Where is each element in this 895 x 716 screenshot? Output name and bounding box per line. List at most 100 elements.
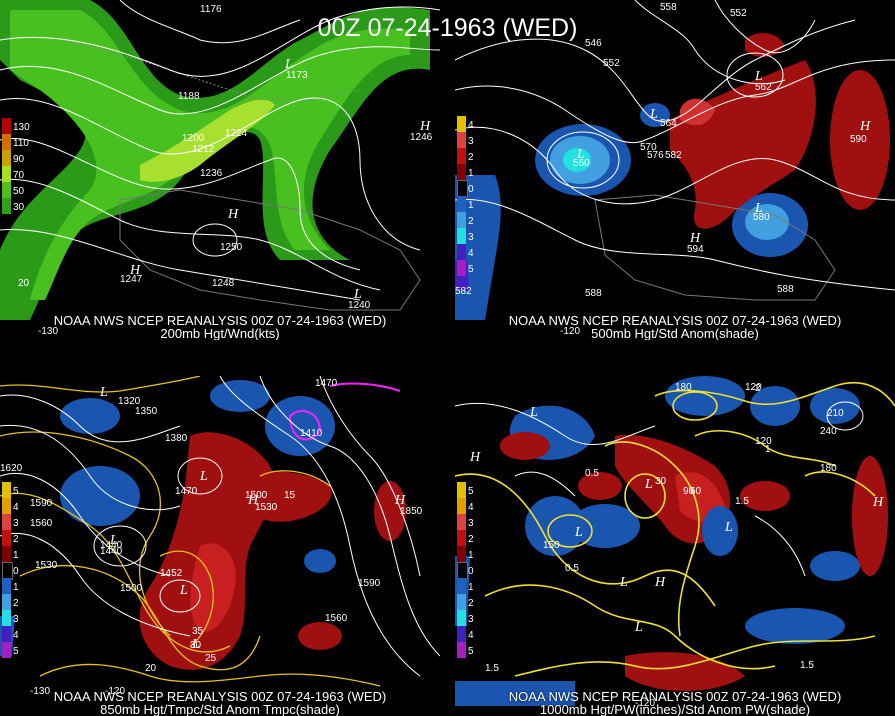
caption-title: NOAA NWS NCEP REANALYSIS 00Z 07-24-1963 … — [508, 313, 842, 328]
svg-text:H: H — [859, 119, 871, 134]
contour-label: 90 — [683, 486, 695, 497]
scale-swatch — [457, 594, 466, 610]
scale-entry: 3 — [457, 228, 493, 244]
contour-label: 1350 — [135, 406, 158, 417]
contour-label: 180 — [675, 382, 692, 393]
scale-swatch — [457, 498, 466, 514]
scale-swatch — [2, 498, 11, 514]
contour-label: 180 — [820, 463, 837, 474]
scale-entry: 30 — [2, 198, 38, 214]
contour-label: 2 — [755, 383, 761, 394]
scale-label: 3 — [468, 614, 474, 625]
contour-label: 1240 — [348, 300, 371, 311]
contour-label: 1173 — [286, 70, 308, 81]
scale-label: 0 — [13, 566, 19, 577]
scale-swatch — [457, 482, 466, 498]
contour-label: 0.5 — [585, 468, 599, 479]
contour-label: 1188 — [178, 91, 200, 102]
scale-entry: 1 — [457, 546, 493, 562]
color-scale: 5 4 3 2 1 0 1 2 3 4 5 — [457, 482, 493, 658]
svg-text:L: L — [576, 147, 585, 162]
contour-label: 590 — [850, 134, 867, 145]
contour-label: 1212 — [192, 144, 215, 155]
scale-label: 1 — [468, 582, 474, 593]
contour-label: 1560 — [325, 613, 348, 624]
panel-500mb: 558 552 546 552 564 570 576 582 588 588 … — [455, 0, 895, 340]
scale-label: 2 — [13, 598, 19, 609]
scale-entry: 2 — [457, 530, 493, 546]
scale-swatch — [2, 594, 11, 610]
panel-200mb: 1176 1188 1200 1212 1224 1236 1248 1250 … — [0, 0, 440, 340]
scale-swatch — [2, 198, 11, 214]
scale-entry: 70 — [2, 166, 38, 182]
scale-swatch — [457, 578, 466, 594]
contour-label: 1530 — [35, 560, 58, 571]
scale-entry: 5 — [2, 482, 38, 498]
contour-label: 1176 — [200, 4, 222, 15]
scale-label: 70 — [13, 170, 25, 181]
scale-swatch — [457, 260, 466, 276]
contour-label: 1.5 — [735, 496, 749, 507]
scale-entry: 3 — [2, 514, 38, 530]
contour-label: 1224 — [225, 128, 248, 139]
contour-label: 1410 — [300, 428, 323, 439]
scale-label: 5 — [468, 486, 474, 497]
svg-text:L: L — [574, 525, 583, 540]
contour-label: 30 — [655, 476, 667, 487]
contour-label: 1 — [765, 444, 771, 455]
scale-entry: 1 — [457, 164, 493, 180]
scale-swatch — [2, 610, 11, 626]
scale-entry: 2 — [2, 594, 38, 610]
contour-label: 1850 — [400, 506, 423, 517]
scale-entry: 4 — [457, 244, 493, 260]
svg-text:L: L — [619, 575, 628, 590]
scale-label: 2 — [468, 216, 474, 227]
svg-text:L: L — [109, 533, 118, 548]
map-200mb: 1176 1188 1200 1212 1224 1236 1248 1250 … — [0, 0, 440, 337]
color-scale: 4 3 2 1 0 1 2 3 4 5 — [457, 116, 493, 276]
scale-label: 130 — [13, 122, 30, 133]
svg-text:H: H — [129, 263, 141, 278]
contour-label: 1247 — [120, 274, 143, 285]
scale-entry: 2 — [457, 148, 493, 164]
scale-swatch — [457, 116, 466, 132]
scale-label: 1 — [468, 200, 474, 211]
scale-entry: 5 — [2, 642, 38, 658]
contour-label: 20 — [145, 663, 157, 674]
contour-label: 0.5 — [565, 563, 579, 574]
contour-label: 1320 — [118, 396, 141, 407]
contour-label: 576 — [647, 150, 664, 161]
svg-text:L: L — [99, 385, 108, 400]
lon-label: -120 — [105, 686, 125, 697]
scale-swatch — [457, 642, 466, 658]
contour-label: 1440 — [100, 540, 123, 551]
scale-swatch — [2, 626, 11, 642]
svg-text:H: H — [227, 207, 239, 222]
lon-label: -130 — [30, 686, 50, 697]
contour-label: 1500 — [120, 583, 143, 594]
scale-label: 2 — [468, 534, 474, 545]
color-scale: 5 4 3 2 1 0 1 2 3 4 5 — [2, 482, 38, 658]
contour-label: 1500 — [245, 490, 268, 501]
scale-label: 2 — [468, 152, 474, 163]
map-850mb: 1620 1590 1560 1530 1500 1470 1440 1410 … — [0, 376, 440, 697]
scale-entry: 1 — [457, 578, 493, 594]
scale-swatch — [457, 244, 466, 260]
svg-text:H: H — [689, 231, 701, 246]
scale-swatch — [2, 182, 11, 198]
contour-label: 120 — [745, 382, 762, 393]
scale-label: 4 — [468, 120, 474, 131]
scale-label: 3 — [13, 614, 19, 625]
scale-label: 4 — [13, 502, 19, 513]
contour-label: 1470 — [315, 378, 338, 389]
contour-label: 1590 — [30, 498, 53, 509]
scale-label: 3 — [468, 136, 474, 147]
scale-label: 1 — [468, 168, 474, 179]
contour-label: 1246 — [410, 132, 433, 143]
svg-text:H: H — [654, 575, 666, 590]
contour-label: 546 — [585, 38, 602, 49]
scale-swatch — [457, 626, 466, 642]
scale-label: 4 — [468, 502, 474, 513]
caption-title: NOAA NWS NCEP REANALYSIS 00Z 07-24-1963 … — [53, 313, 387, 328]
scale-swatch — [457, 212, 466, 228]
